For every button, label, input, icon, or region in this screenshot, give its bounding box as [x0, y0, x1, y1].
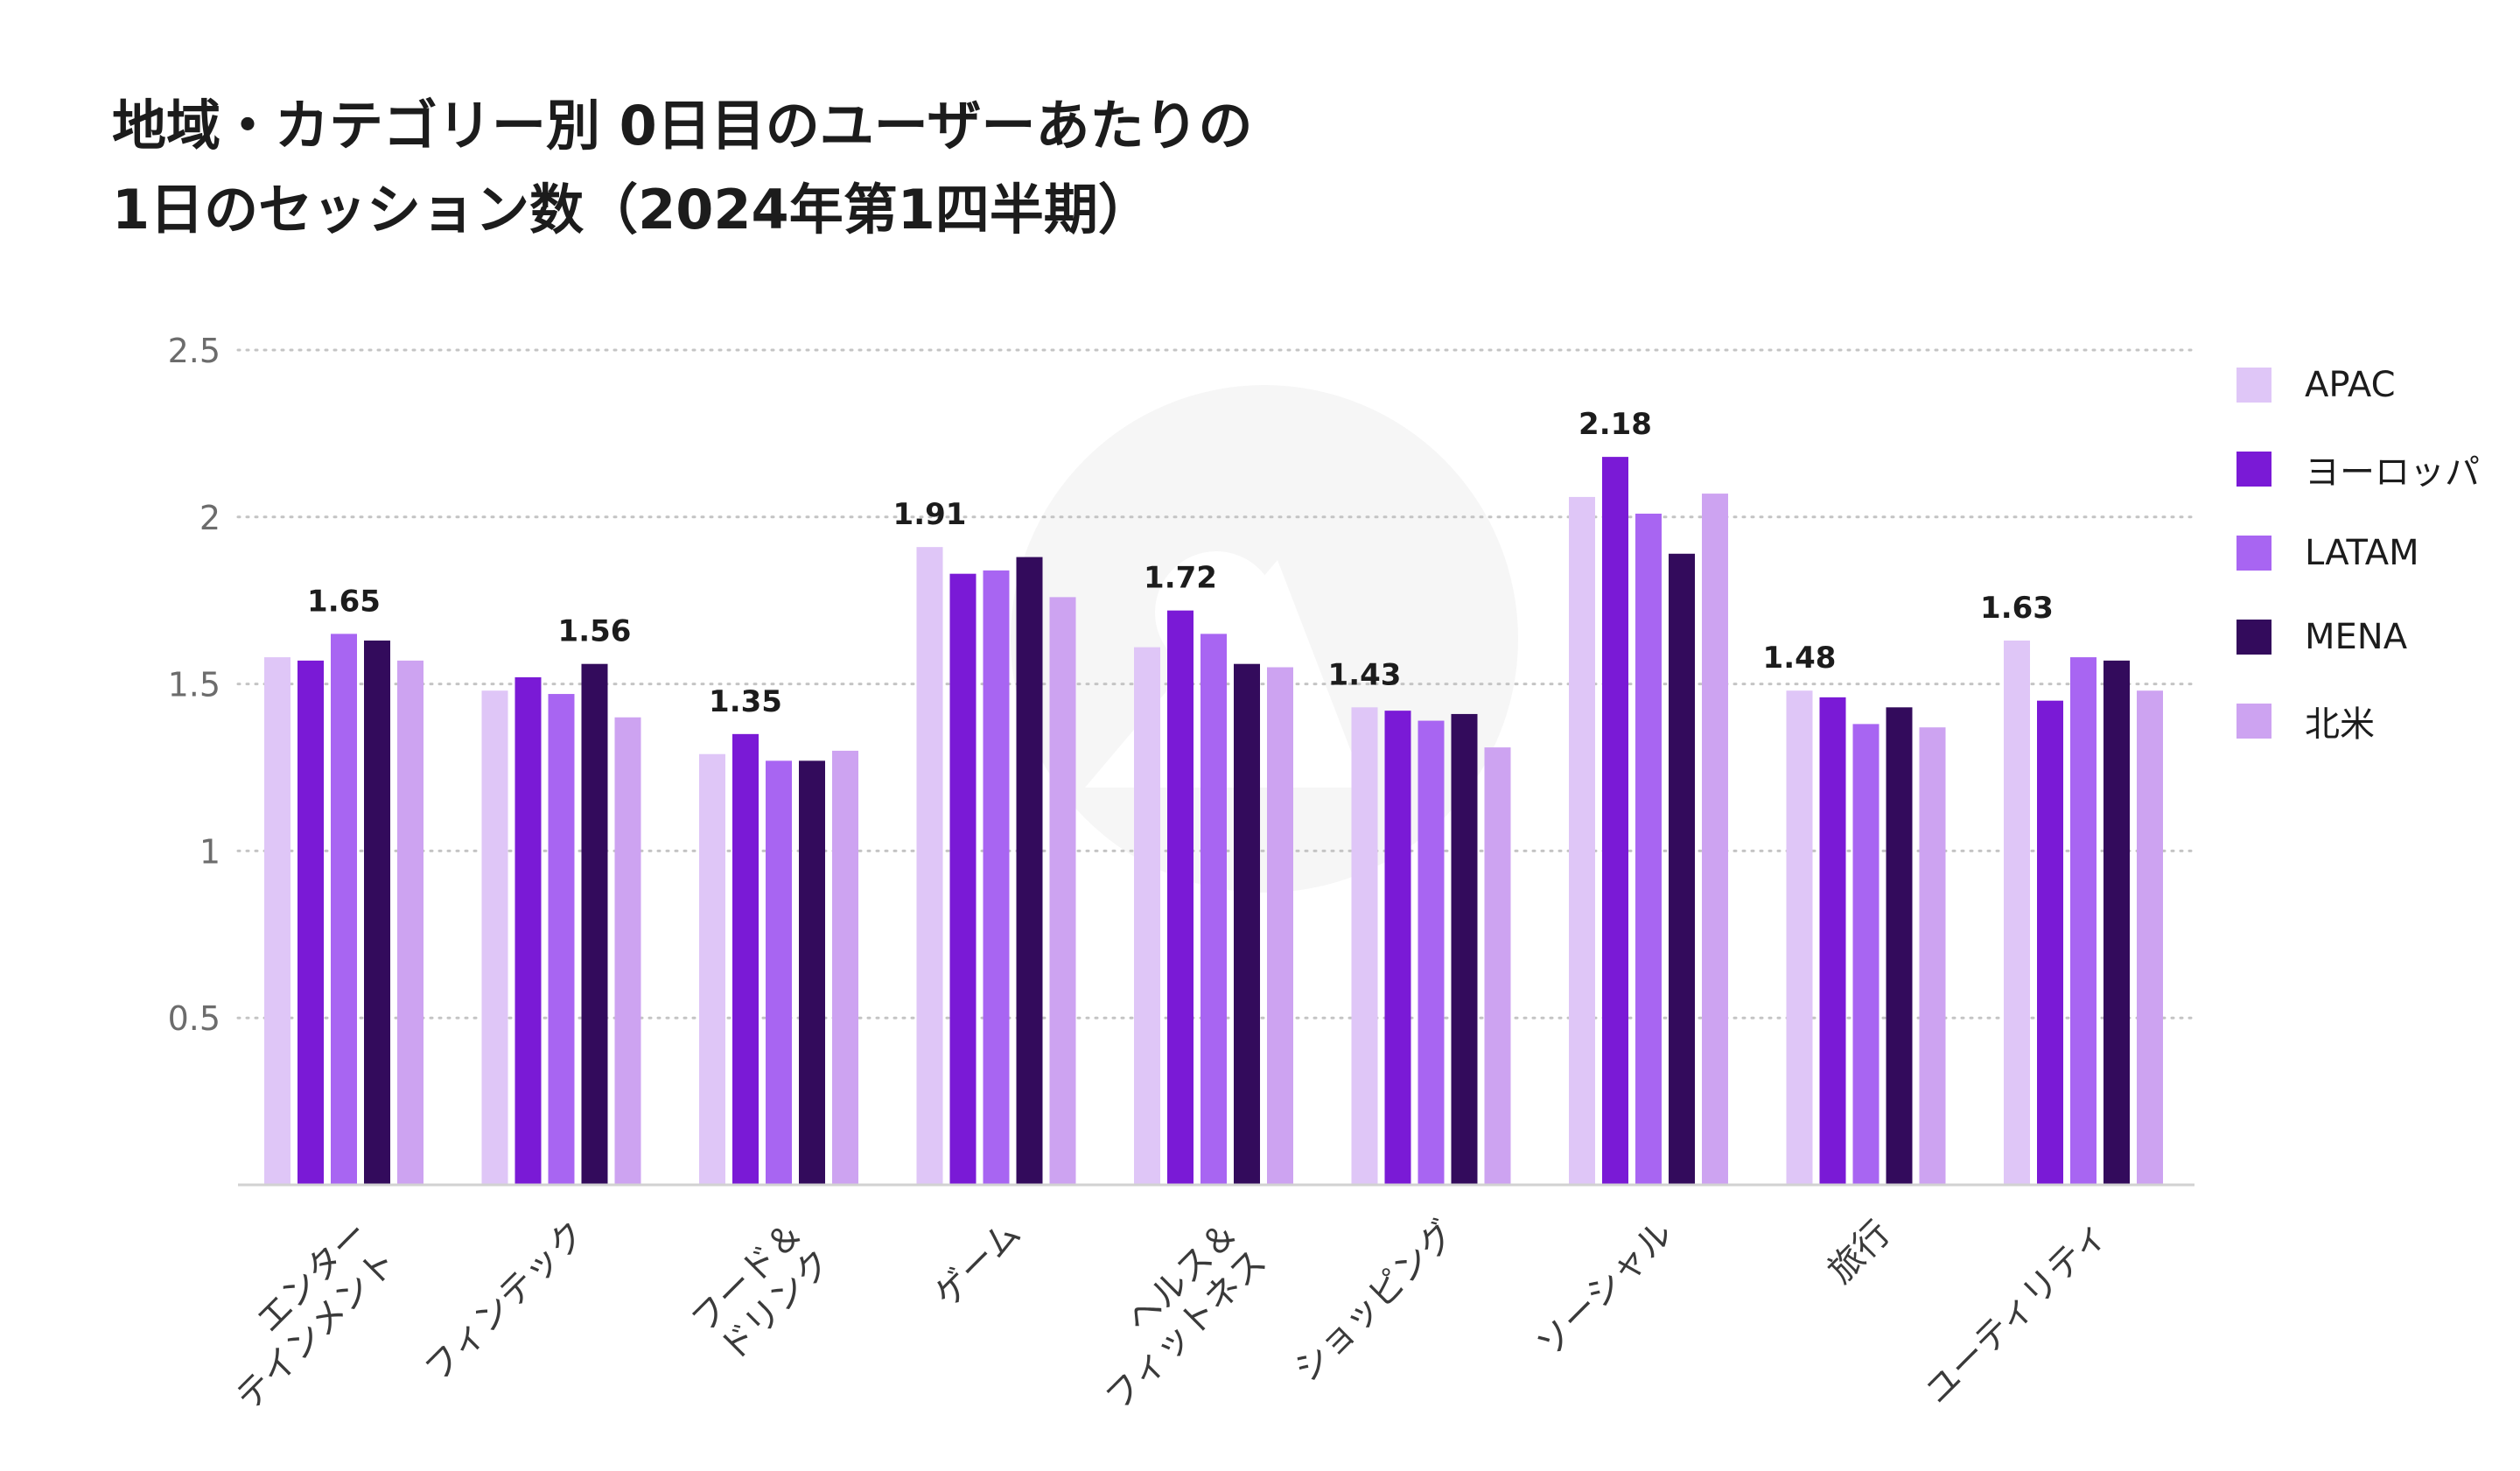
bar — [548, 694, 575, 1185]
y-tick-label: 2.5 — [168, 332, 220, 370]
data-label: 1.72 — [1144, 561, 1217, 596]
bar — [832, 750, 858, 1185]
bar — [699, 753, 725, 1185]
bar — [766, 760, 792, 1185]
bar — [799, 760, 825, 1185]
bar — [1200, 634, 1227, 1185]
legend-swatch — [2236, 704, 2272, 739]
bar — [1418, 720, 1445, 1185]
data-label: 1.65 — [307, 584, 381, 619]
bar — [397, 660, 424, 1185]
legend-label: LATAM — [2305, 533, 2419, 573]
bar — [1234, 663, 1260, 1185]
bar — [364, 640, 390, 1185]
data-label: 1.35 — [709, 684, 782, 719]
bar — [2037, 700, 2063, 1185]
chart-title-line-2: 1日のセッション数（2024年第1四半期） — [112, 178, 1152, 242]
bar — [481, 690, 508, 1185]
bar — [732, 733, 759, 1185]
bar — [264, 657, 290, 1185]
legend-label: ヨーロッパ — [2305, 452, 2480, 493]
bar — [331, 634, 357, 1185]
x-tick-label: ソーシャル — [1530, 1213, 1681, 1364]
x-tick-label: ヘルス＆フィットネス — [1098, 1213, 1275, 1418]
x-tick-label: ゲーム — [927, 1213, 1029, 1315]
x-tick-label-line: ユーティリティ — [1917, 1213, 2116, 1411]
x-tick-label-line: ショッピング — [1286, 1213, 1463, 1390]
x-tick-label-line: 旅行 — [1820, 1213, 1898, 1291]
x-tick-label: ユーティリティ — [1917, 1213, 2116, 1411]
bar — [1167, 610, 1194, 1185]
chart-title-line-1: 地域・カテゴリー別 0日目のユーザーあたりの — [112, 94, 1253, 158]
y-tick-label: 2 — [200, 499, 220, 537]
bar — [581, 663, 608, 1185]
y-tick-label: 1 — [200, 832, 220, 871]
y-axis-ticks: 0.5 1 1.5 2 2.5 — [168, 332, 220, 1038]
bar — [1267, 667, 1293, 1185]
legend-swatch — [2236, 620, 2272, 655]
bars — [264, 457, 2163, 1185]
x-tick-label-line: フィンテック — [417, 1213, 594, 1390]
bar — [1602, 457, 1628, 1185]
x-tick-label: フード＆ドリンク — [683, 1213, 839, 1369]
y-tick-label: 0.5 — [168, 999, 220, 1038]
data-label: 1.56 — [558, 614, 632, 649]
legend: APAC ヨーロッパ LATAM MENA 北米 — [2236, 343, 2480, 763]
legend-item-europe: ヨーロッパ — [2236, 427, 2480, 511]
bar — [1635, 513, 1662, 1185]
bar — [2070, 657, 2096, 1185]
bar — [1669, 553, 1695, 1185]
bar — [1852, 724, 1880, 1185]
x-tick-label: 旅行 — [1820, 1213, 1898, 1291]
data-label: 1.43 — [1328, 657, 1402, 692]
data-label: 1.48 — [1763, 641, 1837, 676]
bar — [2004, 640, 2030, 1185]
legend-item-apac: APAC — [2236, 343, 2480, 427]
bar — [2104, 660, 2130, 1185]
x-tick-label-line: ソーシャル — [1530, 1213, 1681, 1364]
bar — [983, 570, 1010, 1185]
bar — [1569, 496, 1595, 1185]
bar — [1049, 597, 1076, 1185]
bar — [1451, 713, 1478, 1185]
data-labels: 1.65 1.56 1.35 1.91 1.72 1.43 2.18 1.48 1.63 — [307, 407, 2054, 719]
legend-swatch — [2236, 452, 2272, 487]
bar — [1819, 697, 1846, 1185]
data-label: 1.63 — [1980, 591, 2054, 626]
legend-label: 北米 — [2305, 704, 2375, 745]
bar — [1786, 690, 1813, 1185]
bar — [1886, 707, 1913, 1185]
bar — [916, 547, 943, 1185]
bar — [1016, 557, 1043, 1185]
bar — [1134, 647, 1160, 1185]
bar — [1384, 711, 1411, 1185]
legend-item-latam: LATAM — [2236, 511, 2480, 595]
data-label: 1.91 — [893, 497, 967, 532]
legend-item-north-america: 北米 — [2236, 679, 2480, 763]
legend-item-mena: MENA — [2236, 595, 2480, 679]
legend-label: APAC — [2305, 365, 2396, 405]
bar — [298, 660, 324, 1185]
bar — [1484, 747, 1511, 1185]
y-tick-label: 1.5 — [168, 666, 220, 704]
bar — [1351, 707, 1378, 1185]
data-label: 2.18 — [1578, 407, 1652, 442]
bar — [2137, 690, 2163, 1185]
bar — [514, 676, 542, 1185]
bar — [1919, 727, 1946, 1185]
x-tick-label: ショッピング — [1286, 1213, 1463, 1390]
chart-title: 地域・カテゴリー別 0日目のユーザーあたりの 1日のセッション数（2024年第1… — [112, 84, 1253, 252]
bar — [1702, 494, 1728, 1185]
legend-swatch — [2236, 536, 2272, 571]
bar — [949, 573, 976, 1185]
x-tick-label: フィンテック — [417, 1213, 594, 1390]
bar — [614, 717, 641, 1185]
x-tick-label-line: ゲーム — [927, 1213, 1029, 1315]
legend-label: MENA — [2305, 617, 2408, 657]
legend-swatch — [2236, 368, 2272, 403]
